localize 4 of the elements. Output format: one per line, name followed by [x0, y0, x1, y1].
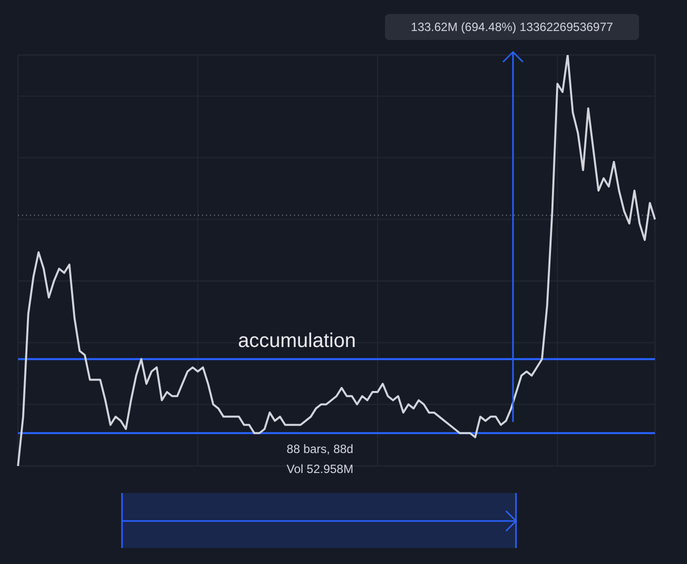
annotation: accumulation: [238, 330, 356, 353]
annotation: Vol 52.958M: [286, 462, 354, 476]
annotation: 88 bars, 88d: [286, 442, 354, 456]
text: 133.62M (694.48%) 13362269536977: [385, 14, 639, 40]
